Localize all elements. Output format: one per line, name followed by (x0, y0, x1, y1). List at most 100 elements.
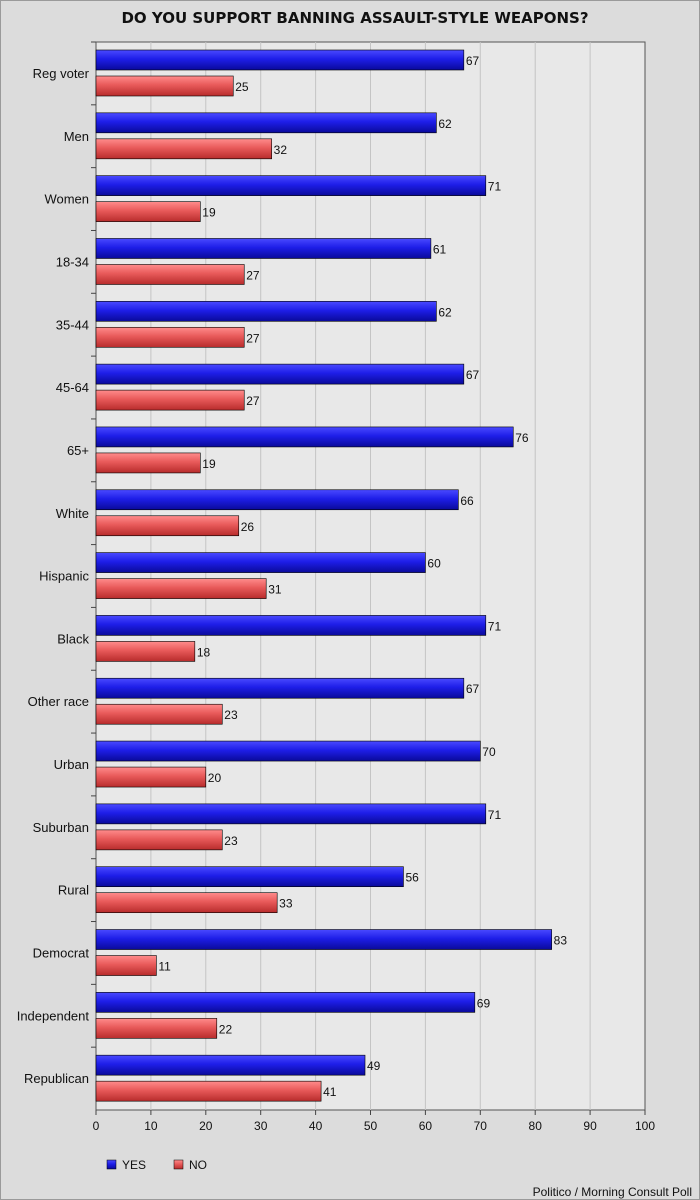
data-label-no: 22 (219, 1022, 233, 1036)
bar-no (95, 452, 201, 474)
legend-swatch-yes (106, 1159, 117, 1170)
bar-no (95, 138, 272, 160)
category-label: Men (64, 129, 89, 144)
data-label-yes: 71 (488, 808, 502, 822)
category-label: Democrat (33, 946, 90, 961)
chart-title: DO YOU SUPPORT BANNING ASSAULT-STYLE WEA… (121, 9, 588, 27)
category-label: Independent (17, 1008, 90, 1023)
bar-yes (95, 552, 426, 573)
bar-yes (95, 426, 514, 448)
bar-yes (95, 803, 487, 825)
data-label-yes: 66 (460, 494, 474, 508)
bar-yes (95, 615, 487, 636)
data-label-yes: 70 (482, 745, 496, 759)
data-label-no: 27 (246, 394, 260, 408)
axes: 0 10 20 30 40 50 60 70 80 90 100 Reg voter Men Women 1… (17, 41, 655, 1133)
category-label: Women (44, 192, 89, 207)
x-tick-label: 70 (474, 1119, 488, 1133)
bar-yes (95, 866, 404, 888)
bar-no (95, 389, 245, 411)
x-tick-label: 90 (583, 1119, 597, 1133)
data-label-yes: 67 (466, 368, 480, 382)
bar-no (95, 75, 234, 97)
data-label-no: 26 (241, 520, 255, 534)
x-tick-label: 100 (635, 1119, 655, 1133)
data-label-no: 31 (268, 583, 282, 597)
data-label-no: 18 (197, 645, 211, 659)
x-tick-label: 20 (199, 1119, 213, 1133)
bar-no (95, 641, 196, 662)
x-tick-label: 0 (93, 1119, 100, 1133)
bar-no (95, 201, 201, 222)
data-label-no: 25 (235, 80, 249, 94)
data-label-no: 23 (224, 834, 238, 848)
data-label-yes: 62 (438, 117, 452, 131)
legend-label-no: NO (189, 1158, 207, 1172)
bar-yes (95, 363, 465, 385)
data-label-yes: 83 (554, 934, 568, 948)
bar-no (95, 829, 223, 851)
category-label: Reg voter (33, 66, 90, 81)
x-tick-label: 50 (364, 1119, 378, 1133)
category-label: Urban (54, 757, 89, 772)
bar-yes (95, 992, 476, 1013)
category-label: Rural (58, 883, 89, 898)
bar-yes (95, 49, 465, 71)
category-label: Other race (28, 694, 89, 709)
bar-no (95, 766, 207, 788)
data-label-no: 20 (208, 771, 222, 785)
bar-no (95, 1018, 218, 1039)
data-label-no: 19 (202, 206, 216, 220)
bar-yes (95, 677, 465, 699)
x-tick-label: 30 (254, 1119, 268, 1133)
data-label-yes: 56 (405, 871, 419, 885)
data-label-yes: 76 (515, 431, 529, 445)
data-label-yes: 67 (466, 682, 480, 696)
bar-no (95, 892, 278, 914)
data-label-yes: 71 (488, 180, 502, 194)
bar-yes (95, 300, 437, 322)
bar-yes (95, 740, 481, 762)
data-label-yes: 60 (427, 557, 441, 571)
category-label: Black (57, 631, 89, 646)
data-label-no: 23 (224, 708, 238, 722)
bar-yes (95, 175, 487, 196)
category-label: 65+ (67, 443, 89, 458)
bar-yes (95, 489, 459, 511)
data-label-yes: 49 (367, 1059, 381, 1073)
data-label-yes: 69 (477, 996, 491, 1010)
bar-no (95, 264, 245, 285)
data-label-no: 27 (246, 331, 260, 345)
category-label: White (56, 506, 89, 521)
bar-yes (95, 1054, 366, 1076)
bar-no (95, 703, 223, 725)
data-label-yes: 71 (488, 619, 502, 633)
x-tick-label: 80 (529, 1119, 543, 1133)
x-tick-label: 40 (309, 1119, 323, 1133)
legend-swatch-no (173, 1159, 184, 1170)
data-label-no: 32 (274, 143, 288, 157)
category-label: Republican (24, 1071, 89, 1086)
x-tick-label: 60 (419, 1119, 433, 1133)
bars: 67 25 62 32 71 19 61 27 62 27 67 27 76 19 66 26 60 31 71 18… (95, 49, 568, 1102)
bar-yes (95, 112, 437, 134)
data-label-no: 27 (246, 268, 260, 282)
data-label-no: 11 (158, 960, 171, 974)
data-label-no: 41 (323, 1085, 337, 1099)
data-label-yes: 62 (438, 305, 452, 319)
bar-no (95, 515, 240, 537)
data-label-yes: 61 (433, 242, 447, 256)
data-label-no: 33 (279, 897, 293, 911)
data-label-no: 19 (202, 457, 216, 471)
bar-no (95, 1080, 322, 1102)
legend-label-yes: YES (122, 1158, 146, 1172)
category-label: Hispanic (39, 569, 89, 584)
data-label-yes: 67 (466, 54, 480, 68)
bar-no (95, 578, 267, 599)
legend: YES NO (106, 1158, 207, 1172)
category-label: Suburban (33, 820, 89, 835)
category-label: 45-64 (56, 380, 89, 395)
category-label: 18-34 (56, 254, 89, 269)
